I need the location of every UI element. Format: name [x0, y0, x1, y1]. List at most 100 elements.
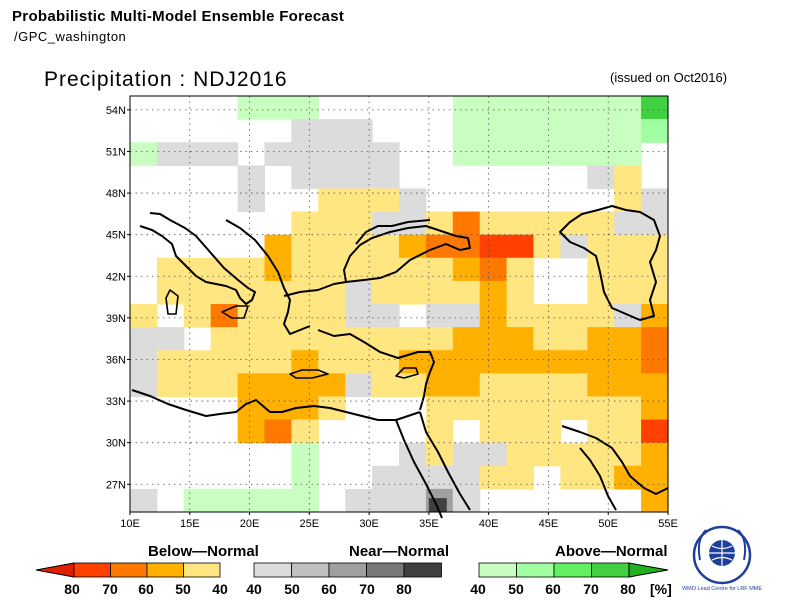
- lon-tick-label: 45E: [539, 518, 559, 530]
- probability-cell: [291, 234, 319, 259]
- probability-cell: [291, 488, 319, 513]
- lat-tick-label: 30N: [106, 438, 126, 450]
- probability-cell: [479, 280, 508, 305]
- probability-cell: [372, 327, 400, 351]
- probability-cell: [479, 442, 508, 467]
- probability-cell: [533, 419, 561, 444]
- probability-cell: [452, 350, 481, 374]
- probability-cell: [452, 327, 481, 351]
- probability-cell: [237, 419, 266, 444]
- lon-tick-label: 50E: [598, 518, 618, 530]
- probability-cell: [425, 373, 454, 398]
- legend-tick-label: 70: [359, 581, 375, 597]
- legend-tick-label: 40: [470, 581, 486, 597]
- probability-cell: [237, 280, 266, 305]
- probability-cell: [291, 396, 319, 421]
- probability-cell: [479, 257, 508, 282]
- lon-tick-label: 30E: [359, 518, 379, 530]
- legend-tick-label: 80: [64, 581, 80, 597]
- probability-cell: [452, 396, 481, 421]
- probability-cell: [318, 188, 346, 213]
- probability-cell: [479, 96, 508, 120]
- probability-cell: [264, 96, 292, 120]
- probability-cell: [587, 211, 615, 236]
- legend-tick-label: 40: [212, 581, 228, 597]
- probability-cell: [479, 465, 508, 490]
- probability-cell: [291, 96, 319, 120]
- probability-cell: [291, 304, 319, 328]
- probability-cell: [291, 211, 319, 236]
- lon-tick-label: 35E: [419, 518, 439, 530]
- legend-near-normal: Near—Normal 40 50 60 70 80: [246, 543, 449, 597]
- legend-tick-label: 80: [396, 581, 412, 597]
- probability-cell: [587, 165, 615, 190]
- lon-tick-label: 55E: [658, 518, 678, 530]
- probability-cell: [345, 119, 373, 143]
- probability-cell: [506, 419, 535, 444]
- lon-tick-label: 20E: [240, 518, 260, 530]
- probability-cell: [291, 465, 319, 490]
- legend-swatch: [110, 562, 148, 578]
- probability-cell: [425, 396, 454, 421]
- probability-cell: [318, 211, 346, 236]
- probability-cell: [479, 119, 508, 143]
- lat-tick-label: 27N: [106, 479, 126, 491]
- latitude-labels: 54N 51N 48N 45N 42N 39N 36N 33N 30N 27N: [106, 105, 130, 491]
- legend-swatch: [553, 562, 592, 578]
- probability-cell: [641, 188, 669, 213]
- probability-cell: [264, 396, 292, 421]
- legend-above-normal: Above—Normal 40 50 60 70 80 [%]: [470, 543, 672, 597]
- probability-cell: [533, 327, 561, 351]
- legend-swatch: [403, 562, 442, 578]
- probability-cell: [291, 142, 319, 166]
- probability-cell: [425, 304, 454, 328]
- probability-cell: [452, 119, 481, 143]
- legend-tick-label: 60: [138, 581, 154, 597]
- probability-cell: [587, 119, 615, 143]
- probability-cell: [291, 165, 319, 190]
- probability-cell: [614, 257, 642, 282]
- probability-cell: [210, 304, 239, 328]
- probability-cell: [264, 373, 292, 398]
- legend-swatch: [516, 562, 555, 578]
- probability-cell: [614, 211, 642, 236]
- probability-cell: [587, 396, 615, 421]
- probability-cell: [533, 442, 561, 467]
- probability-cell: [345, 280, 373, 305]
- page-title: Probabilistic Multi-Model Ensemble Forec…: [12, 8, 345, 25]
- probability-cell: [641, 327, 669, 351]
- legend-tick-label: 50: [175, 581, 191, 597]
- probability-cell: [372, 142, 400, 166]
- probability-cell: [614, 234, 642, 259]
- probability-cell: [560, 350, 588, 374]
- probability-cell: [560, 327, 588, 351]
- probability-cell: [425, 257, 454, 282]
- probability-cell: [560, 234, 588, 259]
- probability-cell: [210, 373, 239, 398]
- probability-cell: [506, 234, 535, 259]
- legend-swatch: [478, 562, 517, 578]
- probability-cell: [264, 350, 292, 374]
- legend-swatch: [73, 562, 111, 578]
- lat-tick-label: 54N: [106, 105, 126, 117]
- probability-cell: [399, 280, 427, 305]
- probability-cell: [614, 96, 642, 120]
- probability-cell: [318, 350, 346, 374]
- probability-cell: [210, 488, 239, 513]
- probability-cell: [452, 488, 481, 513]
- probability-cell: [156, 350, 185, 374]
- lat-tick-label: 33N: [106, 396, 126, 408]
- lon-tick-label: 25E: [300, 518, 320, 530]
- probability-cell: [533, 142, 561, 166]
- probability-cell: [641, 257, 669, 282]
- probability-cell: [506, 257, 535, 282]
- probability-cell: [425, 350, 454, 374]
- lat-tick-label: 51N: [106, 146, 126, 158]
- probability-cell: [587, 350, 615, 374]
- probability-cell: [372, 373, 400, 398]
- legend-swatch: [291, 562, 330, 578]
- probability-cell: [318, 165, 346, 190]
- probability-cell: [130, 488, 158, 513]
- probability-cell: [614, 142, 642, 166]
- probability-cell: [614, 327, 642, 351]
